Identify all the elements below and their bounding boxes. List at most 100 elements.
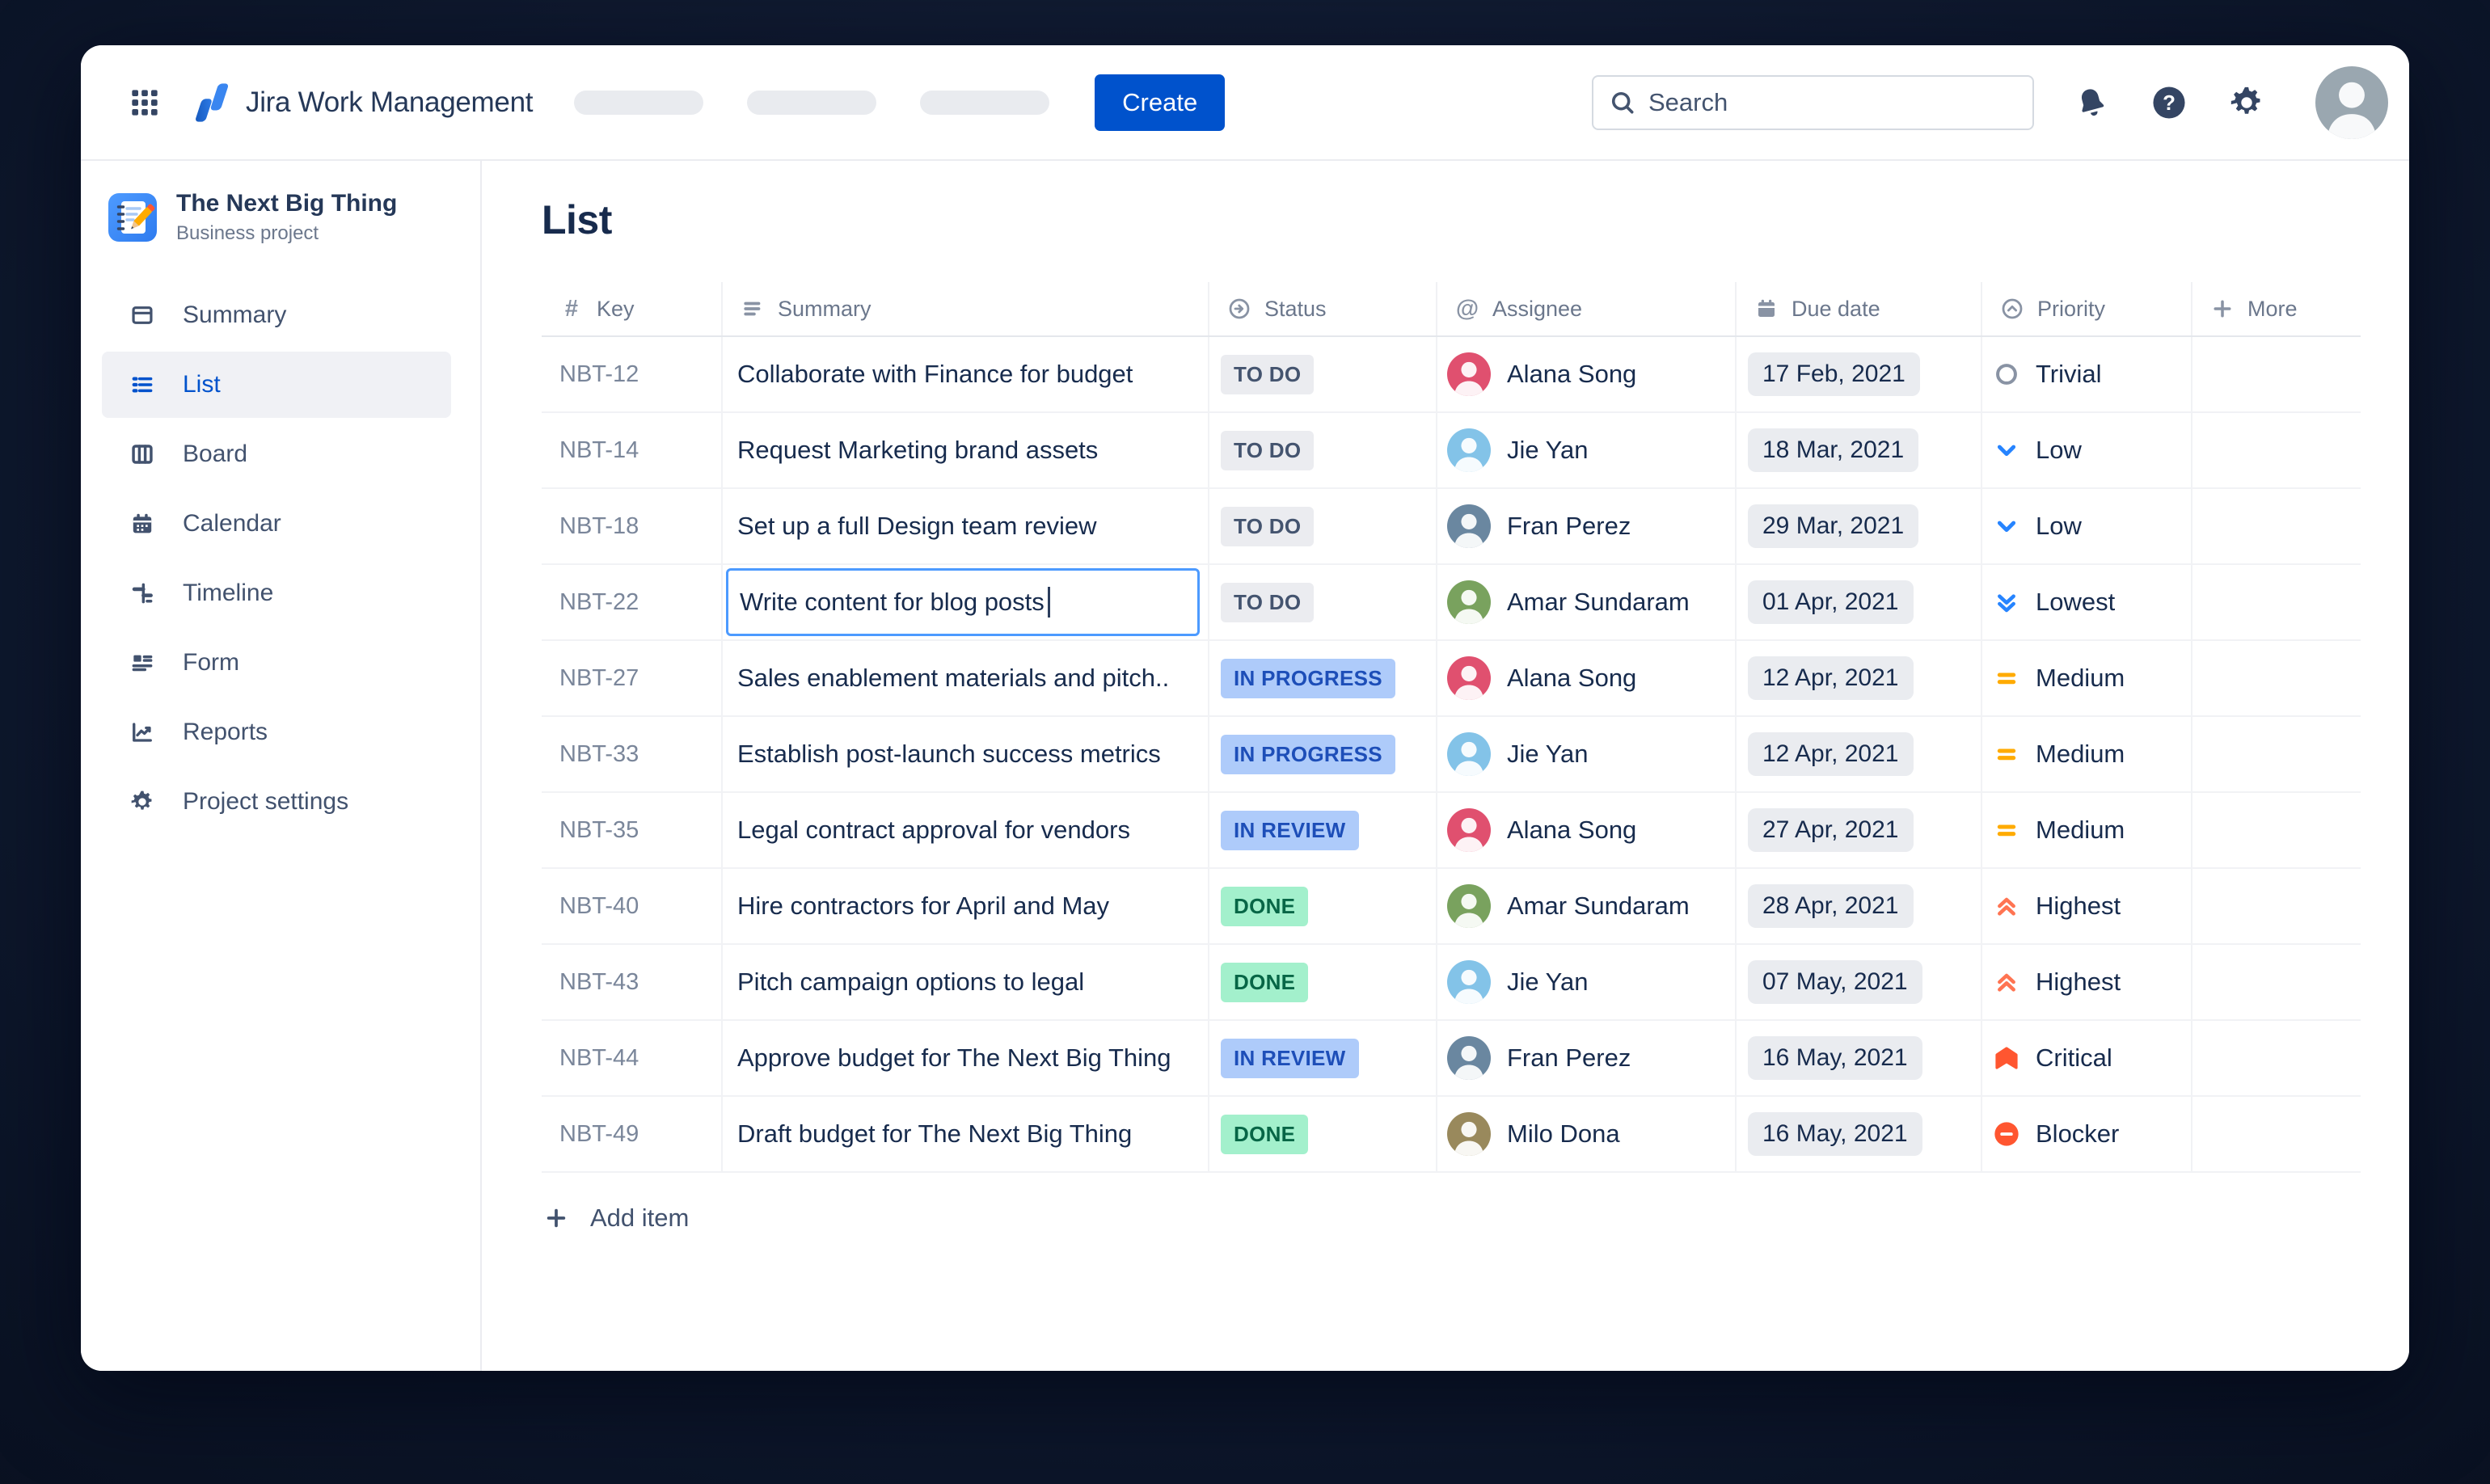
issue-key-cell[interactable]: NBT-22 [542,565,723,639]
sidebar-item-project-settings[interactable]: Project settings [102,769,451,835]
issue-status-cell[interactable]: TO DO [1209,489,1437,563]
issue-summary-cell[interactable]: Collaborate with Finance for budget [723,337,1209,411]
issue-status-cell[interactable]: TO DO [1209,413,1437,487]
search-input[interactable] [1648,87,2018,117]
issue-summary-cell[interactable]: Sales enablement materials and pitch.. [723,641,1209,715]
issue-summary-cell[interactable]: Approve budget for The Next Big Thing [723,1021,1209,1095]
jira-logo[interactable]: Jira Work Management [192,82,533,124]
summary-edit-box[interactable]: Write content for blog posts [726,568,1200,636]
issue-status-cell[interactable]: DONE [1209,945,1437,1019]
issue-status-cell[interactable]: IN REVIEW [1209,793,1437,867]
issue-assignee-cell[interactable]: Fran Perez [1437,489,1737,563]
column-header-status[interactable]: Status [1209,282,1437,335]
issue-due-date-cell[interactable]: 12 Apr, 2021 [1737,641,1982,715]
issue-status-cell[interactable]: TO DO [1209,565,1437,639]
issue-priority-cell[interactable]: Medium [1982,717,2192,791]
summary-edit-box[interactable]: Hire contractors for April and May [737,869,1208,943]
issue-status-cell[interactable]: DONE [1209,1097,1437,1171]
issue-status-cell[interactable]: TO DO [1209,337,1437,411]
summary-edit-box[interactable]: Establish post-launch success metrics [737,717,1208,791]
table-row[interactable]: NBT-22 Write content for blog posts TO D… [542,565,2361,641]
issue-due-date-cell[interactable]: 17 Feb, 2021 [1737,337,1982,411]
table-row[interactable]: NBT-27 Sales enablement materials and pi… [542,641,2361,717]
issue-assignee-cell[interactable]: Jie Yan [1437,413,1737,487]
status-badge[interactable]: TO DO [1221,582,1315,622]
issue-key-cell[interactable]: NBT-40 [542,869,723,943]
table-row[interactable]: NBT-40 Hire contractors for April and Ma… [542,869,2361,945]
status-badge[interactable]: DONE [1221,886,1309,926]
issue-due-date-cell[interactable]: 01 Apr, 2021 [1737,565,1982,639]
issue-priority-cell[interactable]: Critical [1982,1021,2192,1095]
table-row[interactable]: NBT-33 Establish post-launch success met… [542,717,2361,793]
table-row[interactable]: NBT-43 Pitch campaign options to legal D… [542,945,2361,1021]
table-row[interactable]: NBT-35 Legal contract approval for vendo… [542,793,2361,869]
issue-summary-cell[interactable]: Establish post-launch success metrics [723,717,1209,791]
column-header-due-date[interactable]: Due date [1737,282,1982,335]
column-header-key[interactable]: # Key [542,282,723,335]
issue-assignee-cell[interactable]: Alana Song [1437,337,1737,411]
column-header-summary[interactable]: Summary [723,282,1209,335]
issue-key-cell[interactable]: NBT-43 [542,945,723,1019]
notifications-button[interactable] [2071,82,2112,123]
due-date-badge[interactable]: 28 Apr, 2021 [1748,884,1914,928]
issue-status-cell[interactable]: DONE [1209,869,1437,943]
status-badge[interactable]: IN REVIEW [1221,1038,1359,1078]
summary-edit-box[interactable]: Collaborate with Finance for budget [737,337,1208,411]
create-button[interactable]: Create [1095,74,1226,131]
table-row[interactable]: NBT-18 Set up a full Design team review … [542,489,2361,565]
due-date-badge[interactable]: 07 May, 2021 [1748,960,1922,1004]
issue-assignee-cell[interactable]: Milo Dona [1437,1097,1737,1171]
issue-assignee-cell[interactable]: Jie Yan [1437,945,1737,1019]
sidebar-item-reports[interactable]: Reports [102,699,451,765]
summary-edit-box[interactable]: Approve budget for The Next Big Thing [737,1021,1208,1095]
due-date-badge[interactable]: 29 Mar, 2021 [1748,504,1919,548]
issue-due-date-cell[interactable]: 18 Mar, 2021 [1737,413,1982,487]
issue-summary-cell[interactable]: Set up a full Design team review [723,489,1209,563]
summary-edit-box[interactable]: Request Marketing brand assets [737,413,1208,487]
issue-priority-cell[interactable]: Lowest [1982,565,2192,639]
issue-priority-cell[interactable]: Highest [1982,869,2192,943]
search-box[interactable] [1592,74,2034,130]
summary-edit-box[interactable]: Sales enablement materials and pitch.. [737,641,1208,715]
issue-priority-cell[interactable]: Blocker [1982,1097,2192,1171]
issue-summary-cell[interactable]: Hire contractors for April and May [723,869,1209,943]
issue-priority-cell[interactable]: Trivial [1982,337,2192,411]
issue-priority-cell[interactable]: Medium [1982,793,2192,867]
due-date-badge[interactable]: 16 May, 2021 [1748,1036,1922,1080]
issue-assignee-cell[interactable]: Alana Song [1437,641,1737,715]
issue-key-cell[interactable]: NBT-33 [542,717,723,791]
due-date-badge[interactable]: 27 Apr, 2021 [1748,808,1914,852]
issue-priority-cell[interactable]: Highest [1982,945,2192,1019]
issue-key-cell[interactable]: NBT-12 [542,337,723,411]
issue-assignee-cell[interactable]: Alana Song [1437,793,1737,867]
issue-summary-cell[interactable]: Legal contract approval for vendors [723,793,1209,867]
issue-status-cell[interactable]: IN REVIEW [1209,1021,1437,1095]
issue-status-cell[interactable]: IN PROGRESS [1209,717,1437,791]
issue-key-cell[interactable]: NBT-35 [542,793,723,867]
issue-due-date-cell[interactable]: 29 Mar, 2021 [1737,489,1982,563]
issue-due-date-cell[interactable]: 16 May, 2021 [1737,1021,1982,1095]
due-date-badge[interactable]: 17 Feb, 2021 [1748,352,1920,396]
user-avatar[interactable] [2315,65,2388,139]
sidebar-item-form[interactable]: Form [102,630,451,696]
due-date-badge[interactable]: 16 May, 2021 [1748,1112,1922,1156]
issue-due-date-cell[interactable]: 27 Apr, 2021 [1737,793,1982,867]
column-header-more[interactable]: More [2192,282,2361,335]
issue-due-date-cell[interactable]: 28 Apr, 2021 [1737,869,1982,943]
help-button[interactable]: ? [2149,82,2189,123]
due-date-badge[interactable]: 01 Apr, 2021 [1748,580,1914,624]
due-date-badge[interactable]: 12 Apr, 2021 [1748,732,1914,776]
due-date-badge[interactable]: 12 Apr, 2021 [1748,656,1914,700]
sidebar-item-summary[interactable]: Summary [102,282,451,348]
issue-key-cell[interactable]: NBT-27 [542,641,723,715]
table-row[interactable]: NBT-44 Approve budget for The Next Big T… [542,1021,2361,1097]
sidebar-item-list[interactable]: List [102,352,451,418]
issue-due-date-cell[interactable]: 07 May, 2021 [1737,945,1982,1019]
issue-key-cell[interactable]: NBT-49 [542,1097,723,1171]
issue-key-cell[interactable]: NBT-44 [542,1021,723,1095]
table-row[interactable]: NBT-14 Request Marketing brand assets TO… [542,413,2361,489]
issue-key-cell[interactable]: NBT-18 [542,489,723,563]
issue-assignee-cell[interactable]: Jie Yan [1437,717,1737,791]
status-badge[interactable]: IN PROGRESS [1221,658,1395,698]
app-switcher-icon[interactable] [126,84,163,121]
